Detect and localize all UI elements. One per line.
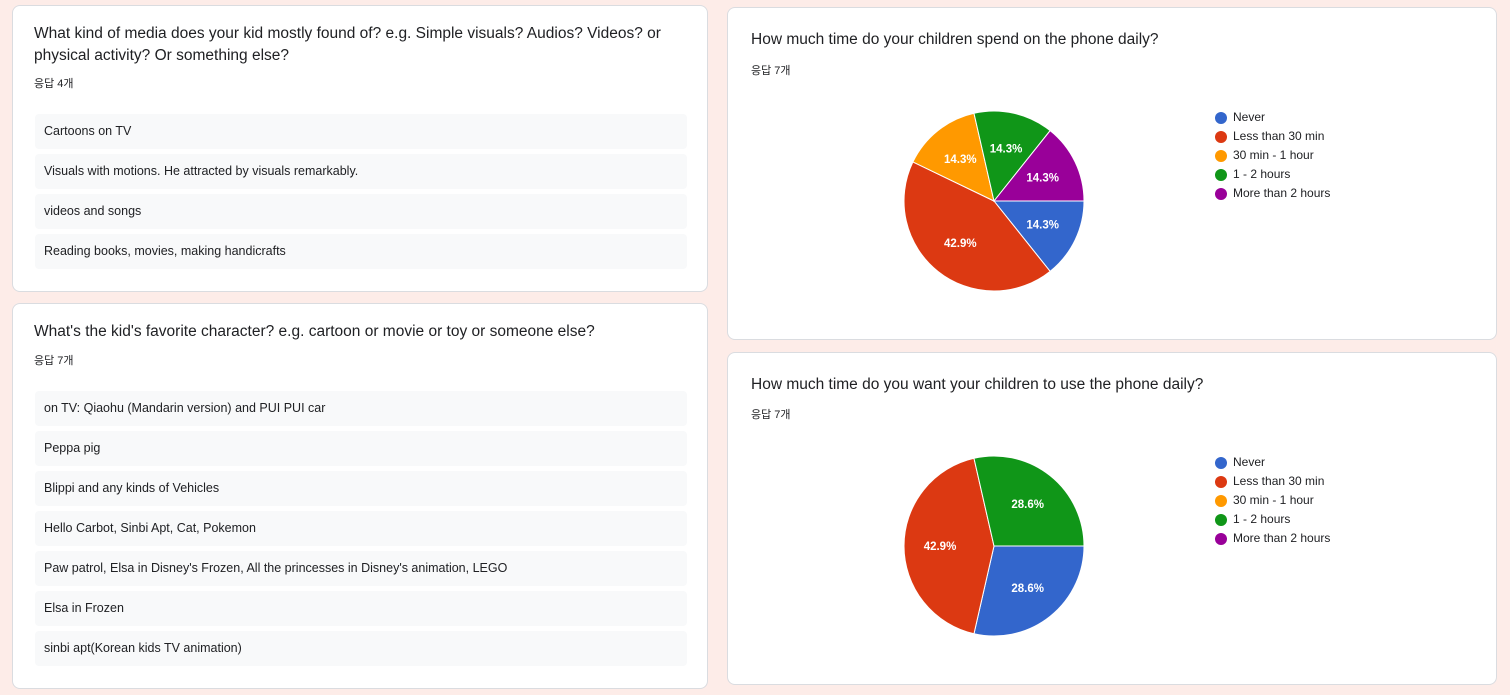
response-item: videos and songs	[35, 194, 687, 229]
legend-item-less-than-30-min[interactable]: Less than 30 min	[1215, 472, 1330, 491]
legend-swatch	[1215, 168, 1227, 181]
legend-swatch	[1215, 475, 1227, 488]
pie-slice-label: 42.9%	[944, 238, 977, 250]
legend-item-never[interactable]: Never	[1215, 453, 1330, 472]
phone-time-wanted-card: How much time do you want your children …	[727, 352, 1497, 685]
pie-slice-less-than-30-min[interactable]	[903, 161, 1051, 292]
response-count: 응답 7개	[34, 355, 74, 367]
pie-slice-never[interactable]	[973, 545, 1085, 637]
question-title: What kind of media does your kid mostly …	[34, 25, 661, 64]
media-question-card: What kind of media does your kid mostly …	[12, 5, 708, 292]
legend-swatch	[1215, 513, 1227, 526]
legend-swatch	[1215, 149, 1227, 162]
chart-legend: Never Less than 30 min 30 min - 1 hour 1 - …	[1215, 108, 1330, 203]
pie-slice-1-2-hours[interactable]	[973, 455, 1085, 547]
legend-label: More than 2 hours	[1233, 186, 1331, 200]
pie-slice-label: 42.9%	[924, 541, 957, 553]
pie-slice-label: 28.6%	[1011, 583, 1044, 595]
legend-label: More than 2 hours	[1233, 531, 1331, 545]
pie-slice-1-2-hours[interactable]	[973, 110, 1051, 203]
pie-slice-label: 14.3%	[1026, 219, 1059, 231]
response-item: Peppa pig	[35, 431, 687, 466]
pie-slice-never[interactable]	[992, 200, 1085, 273]
legend-swatch	[1215, 532, 1227, 545]
legend-item-more-than-2-hours[interactable]: More than 2 hours	[1215, 529, 1330, 548]
legend-item-more-than-2-hours[interactable]: More than 2 hours	[1215, 184, 1330, 203]
legend-label: Never	[1233, 110, 1266, 124]
legend-swatch	[1215, 111, 1227, 124]
legend-item-30-min-1-hour[interactable]: 30 min - 1 hour	[1215, 491, 1330, 510]
pie-slice-label: 14.3%	[990, 143, 1023, 155]
legend-label: 30 min - 1 hour	[1233, 493, 1314, 507]
pie-slice-30-min-1-hour[interactable]	[912, 112, 995, 202]
response-count: 응답 7개	[751, 409, 791, 421]
legend-label: Less than 30 min	[1233, 129, 1325, 143]
response-item: sinbi apt(Korean kids TV animation)	[35, 631, 687, 666]
legend-label: 1 - 2 hours	[1233, 512, 1291, 526]
pie-slice-less-than-30-min[interactable]	[903, 457, 995, 635]
legend-swatch	[1215, 456, 1227, 469]
response-count: 응답 4개	[34, 78, 74, 90]
legend-item-1-2-hours[interactable]: 1 - 2 hours	[1215, 510, 1330, 529]
legend-swatch	[1215, 130, 1227, 143]
legend-label: 30 min - 1 hour	[1233, 148, 1314, 162]
response-item: Blippi and any kinds of Vehicles	[35, 471, 687, 506]
legend-item-30-min-1-hour[interactable]: 30 min - 1 hour	[1215, 146, 1330, 165]
chart-title: How much time do your children spend on …	[751, 31, 1159, 48]
legend-swatch	[1215, 187, 1227, 200]
response-item: Cartoons on TV	[35, 114, 687, 149]
response-item: Reading books, movies, making handicraft…	[35, 234, 687, 269]
response-item: Visuals with motions. He attracted by vi…	[35, 154, 687, 189]
phone-time-spent-card: How much time do your children spend on …	[727, 7, 1497, 340]
pie-chart-spent: 14.3% 42.9% 14.3% 14.3% 14.3%	[903, 110, 1085, 292]
legend-item-never[interactable]: Never	[1215, 108, 1330, 127]
legend-label: Never	[1233, 455, 1266, 469]
legend-label: Less than 30 min	[1233, 474, 1325, 488]
response-count: 응답 7개	[751, 65, 791, 77]
character-question-card: What's the kid's favorite character? e.g…	[12, 303, 708, 689]
response-item: Paw patrol, Elsa in Disney's Frozen, All…	[35, 551, 687, 586]
response-item: Hello Carbot, Sinbi Apt, Cat, Pokemon	[35, 511, 687, 546]
pie-slice-label: 14.3%	[944, 154, 977, 166]
pie-slice-label: 28.6%	[1011, 499, 1044, 511]
chart-legend: Never Less than 30 min 30 min - 1 hour 1 - …	[1215, 453, 1330, 548]
question-title: What's the kid's favorite character? e.g…	[34, 323, 595, 340]
legend-label: 1 - 2 hours	[1233, 167, 1291, 181]
pie-slice-more-than-2-hours[interactable]	[992, 129, 1085, 202]
legend-swatch	[1215, 494, 1227, 507]
legend-item-1-2-hours[interactable]: 1 - 2 hours	[1215, 165, 1330, 184]
pie-slice-label: 14.3%	[1026, 173, 1059, 185]
response-item: on TV: Qiaohu (Mandarin version) and PUI…	[35, 391, 687, 426]
chart-title: How much time do you want your children …	[751, 376, 1204, 393]
response-item: Elsa in Frozen	[35, 591, 687, 626]
legend-item-less-than-30-min[interactable]: Less than 30 min	[1215, 127, 1330, 146]
pie-chart-wanted: 28.6% 42.9% 28.6%	[903, 455, 1085, 637]
